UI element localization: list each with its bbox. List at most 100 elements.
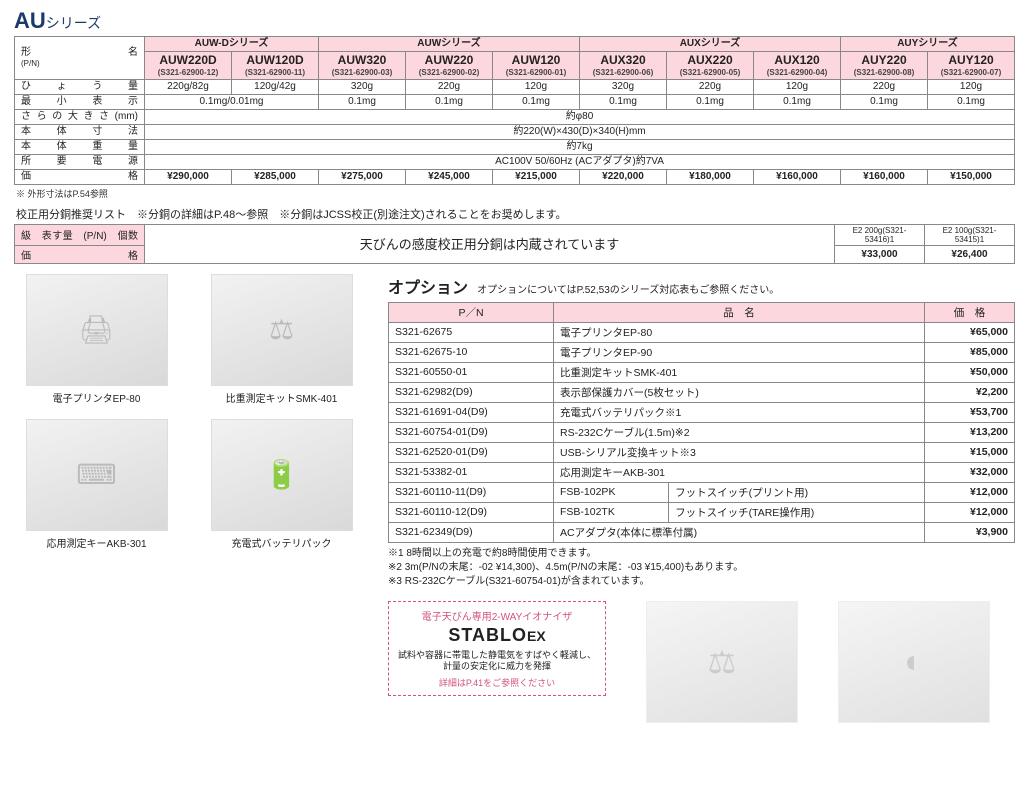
spec-price-cell: ¥160,000 (841, 169, 928, 184)
accessory-caption: 比重測定キットSMK-401 (199, 390, 364, 405)
spec-cell: 0.1mg/0.01mg (145, 94, 319, 109)
weights-table: 級 表す量 (P/N) 個数天びんの感度校正用分銅は内蔵されていますE2 200… (14, 224, 1015, 264)
spec-model-header: AUW220(S321-62900-02) (406, 52, 493, 80)
spec-cell: 0.1mg (667, 94, 754, 109)
option-name: ACアダプタ(本体に標準付属) (554, 522, 925, 542)
accessory-tile: ⌨応用測定キーAKB-301 (14, 419, 179, 550)
weights-price-cell: ¥26,400 (925, 245, 1015, 263)
option-name: 応用測定キーAKB-301 (554, 462, 925, 482)
spec-cell: 220g/82g (145, 79, 232, 94)
spec-cell: 約φ80 (145, 109, 1015, 124)
option-price: ¥53,700 (925, 402, 1015, 422)
spec-group-header: AUW-Dシリーズ (145, 37, 319, 52)
option-name: 電子プリンタEP-90 (554, 342, 925, 362)
spec-cell: 0.1mg (928, 94, 1015, 109)
spec-group-header: AUWシリーズ (319, 37, 580, 52)
spec-row-label: さらの大きさ(mm) (15, 109, 145, 124)
stablo-logo: STABLO (448, 625, 527, 645)
accessory-caption: 電子プリンタEP-80 (14, 390, 179, 405)
option-price: ¥65,000 (925, 322, 1015, 342)
spec-price-cell: ¥220,000 (580, 169, 667, 184)
accessory-tile: 🖨電子プリンタEP-80 (14, 274, 179, 405)
ionizer-photo: ◐ (838, 601, 990, 723)
spec-row-label: 本体寸法 (15, 124, 145, 139)
spec-price-cell: ¥275,000 (319, 169, 406, 184)
spec-model-header: AUW120D(S321-62900-11) (232, 52, 319, 80)
spec-cell: 約220(W)×430(D)×340(H)mm (145, 124, 1015, 139)
spec-model-header: AUX220(S321-62900-05) (667, 52, 754, 80)
title-prefix: AU (14, 8, 46, 34)
spec-model-header: AUY120(S321-62900-07) (928, 52, 1015, 80)
weights-builtin-note: 天びんの感度校正用分銅は内蔵されています (145, 224, 835, 263)
weights-spec-cell: E2 100g(S321-53415)1 (925, 224, 1015, 245)
option-name: 電子プリンタEP-80 (554, 322, 925, 342)
spec-cell: 120g (754, 79, 841, 94)
option-pn: S321-53382-01 (389, 462, 554, 482)
spec-price-cell: ¥180,000 (667, 169, 754, 184)
accessory-caption: 充電式バッテリパック (199, 535, 364, 550)
stablo-promo-box: 電子天びん専用2-WAYイオナイザ STABLOEX 試料や容器に帯電した静電気… (388, 601, 606, 696)
spec-model-header: AUX320(S321-62900-06) (580, 52, 667, 80)
accessory-caption: 応用測定キーAKB-301 (14, 535, 179, 550)
option-name-sub: フットスイッチ(プリント用) (669, 482, 925, 502)
option-price: ¥12,000 (925, 482, 1015, 502)
spec-row-label: 所要電源 (15, 154, 145, 169)
weights-heading: 校正用分銅推奨リスト ※分銅の詳細はP.48～参照 ※分銅はJCSS校正(別途注… (16, 206, 1015, 222)
spec-cell: 約7kg (145, 139, 1015, 154)
options-column: オプション オプションについてはP.52,53のシリーズ対応表もご参照ください。… (388, 274, 1015, 723)
spec-cell: 120g (493, 79, 580, 94)
accessory-image-placeholder: 🔋 (211, 419, 353, 531)
weights-row-label: 価 格 (15, 245, 145, 263)
spec-cell: 0.1mg (406, 94, 493, 109)
option-price: ¥2,200 (925, 382, 1015, 402)
spec-cell: 0.1mg (754, 94, 841, 109)
option-name: USB-シリアル変換キット※3 (554, 442, 925, 462)
spec-model-header: AUW120(S321-62900-01) (493, 52, 580, 80)
option-price: ¥85,000 (925, 342, 1015, 362)
spec-rowhead-model: 形 名(P/N) (15, 37, 145, 80)
spec-cell: AC100V 50/60Hz (ACアダプタ)約7VA (145, 154, 1015, 169)
option-note: ※1 8時間以上の充電で約8時間使用できます。 (388, 547, 1015, 561)
weights-row-label: 級 表す量 (P/N) 個数 (15, 224, 145, 245)
option-price: ¥15,000 (925, 442, 1015, 462)
spec-model-header: AUY220(S321-62900-08) (841, 52, 928, 80)
option-price: ¥50,000 (925, 362, 1015, 382)
option-name-sub: フットスイッチ(TARE操作用) (669, 502, 925, 522)
spec-cell: 120g/42g (232, 79, 319, 94)
spec-model-header: AUW220D(S321-62900-12) (145, 52, 232, 80)
spec-cell: 220g (667, 79, 754, 94)
option-pn: S321-62675-10 (389, 342, 554, 362)
spec-row-label: 最小表示 (15, 94, 145, 109)
option-pn: S321-60110-12(D9) (389, 502, 554, 522)
spec-cell: 0.1mg (580, 94, 667, 109)
option-name: 表示部保護カバー(5枚セット) (554, 382, 925, 402)
option-pn: S321-60110-11(D9) (389, 482, 554, 502)
option-pn: S321-62982(D9) (389, 382, 554, 402)
spec-price-cell: ¥290,000 (145, 169, 232, 184)
option-pn: S321-62520-01(D9) (389, 442, 554, 462)
spec-group-header: AUXシリーズ (580, 37, 841, 52)
stablo-logo-ex: EX (527, 628, 546, 644)
option-pn: S321-62675 (389, 322, 554, 342)
option-pn: S321-60754-01(D9) (389, 422, 554, 442)
options-header-pn: P／N (389, 302, 554, 322)
options-header-name: 品 名 (554, 302, 925, 322)
options-header-price: 価 格 (925, 302, 1015, 322)
option-pn: S321-62349(D9) (389, 522, 554, 542)
weights-spec-cell: E2 200g(S321-53416)1 (835, 224, 925, 245)
title-suffix: シリーズ (46, 13, 101, 33)
balance-photo: ⚖ (646, 601, 798, 723)
spec-price-cell: ¥150,000 (928, 169, 1015, 184)
spec-cell: 0.1mg (841, 94, 928, 109)
option-price: ¥3,900 (925, 522, 1015, 542)
options-subtitle: オプションについてはP.52,53のシリーズ対応表もご参照ください。 (477, 285, 779, 296)
spec-cell: 120g (928, 79, 1015, 94)
option-note: ※3 RS-232Cケーブル(S321-60754-01)が含まれています。 (388, 575, 1015, 589)
spec-cell: 220g (406, 79, 493, 94)
spec-cell: 320g (319, 79, 406, 94)
option-price: ¥32,000 (925, 462, 1015, 482)
series-title: AUシリーズ (14, 8, 1015, 34)
accessory-image-placeholder: ⚖ (211, 274, 353, 386)
spec-price-cell: ¥215,000 (493, 169, 580, 184)
options-table: P／N品 名価 格 S321-62675電子プリンタEP-80¥65,000 S32… (388, 302, 1015, 543)
